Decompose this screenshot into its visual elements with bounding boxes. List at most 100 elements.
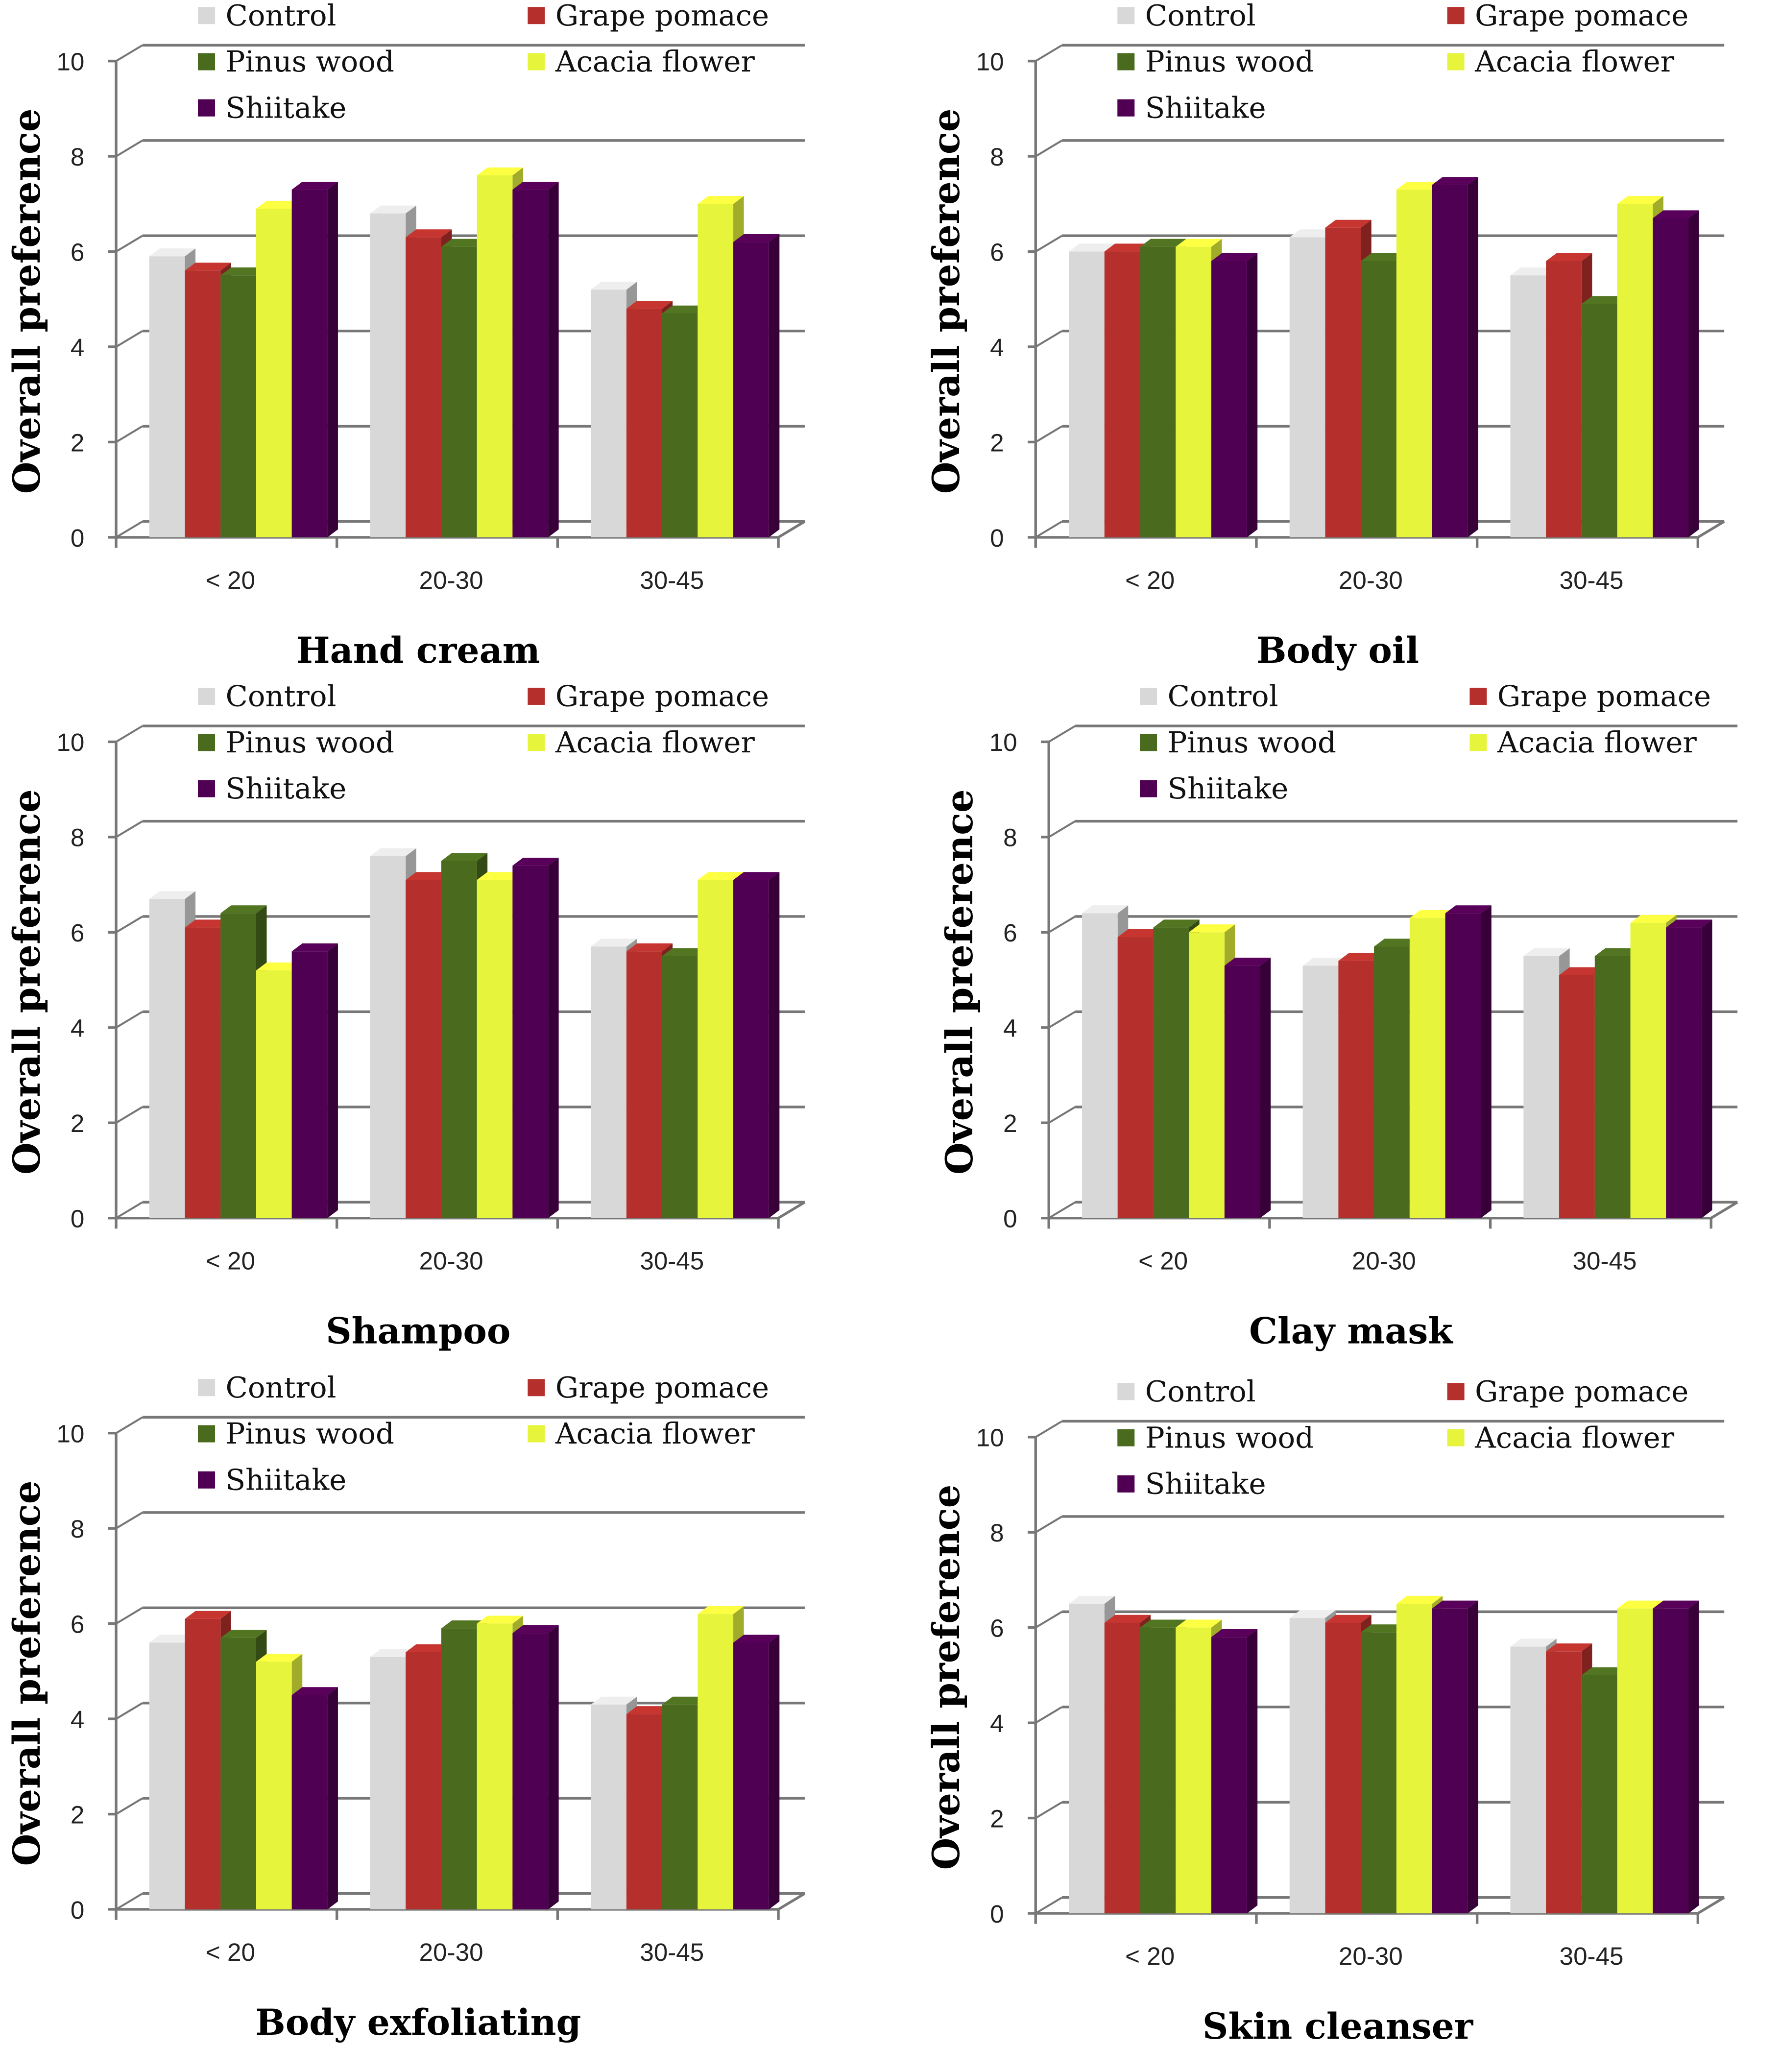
bar-grape-pomace [185,270,221,537]
bar-acacia-flower [477,175,513,537]
bar-pinus-wood [1361,261,1396,537]
bar-grape-pomace [1325,1622,1361,1914]
legend-swatch [198,780,216,797]
bar-top [698,872,744,880]
bar-top [1211,253,1258,261]
bar-side [327,943,338,1218]
bar-acacia-flower [1630,922,1666,1218]
y-tick-label: 8 [71,1515,84,1543]
floor-edge [777,520,806,539]
bar-control [591,1704,626,1909]
x-tick-label: 30-45 [1573,1247,1637,1275]
y-tick-label: 0 [1003,1205,1017,1233]
bar-top [256,200,303,209]
bar-acacia-flower [256,209,292,537]
gridline-side [1035,44,1063,62]
bar-side [327,1687,338,1909]
floor-edge [1697,520,1725,539]
bar-shiitake [1653,1608,1689,1914]
gridline-side [115,425,143,443]
bar-top [1445,905,1492,914]
legend-swatch [1447,53,1465,71]
bar-top [1325,219,1372,228]
y-tick-label: 4 [990,334,1004,361]
legend-swatch [198,7,216,24]
bar-top [185,263,231,271]
bar-pinus-wood [1140,1627,1176,1914]
legend-label: Grape pomace [1497,679,1711,713]
y-tick-label: 8 [990,1519,1004,1547]
legend-swatch [528,53,545,71]
bar-acacia-flower [256,1662,292,1909]
legend-swatch [1140,687,1157,705]
bar-top [1594,948,1641,956]
bar-top [291,1687,338,1695]
bar-shiitake [733,242,769,537]
bar-top [1224,958,1271,966]
y-tick-label: 4 [990,1710,1004,1737]
bar-grape-pomace [1546,1651,1582,1914]
bar-top [1546,1643,1592,1652]
bar-acacia-flower [477,1623,513,1909]
y-tick-label: 10 [976,48,1004,75]
bar-shiitake [1445,913,1481,1218]
gridline-side [115,1607,143,1625]
bar-grape-pomace [1338,961,1374,1218]
legend-swatch [1140,734,1157,751]
legend-label: Grape pomace [555,1371,769,1404]
legend-swatch [528,1425,545,1443]
bar-pinus-wood [662,313,698,537]
legend-label: Pinus wood [226,1417,394,1450]
bar-top [1432,1600,1478,1609]
x-tick-label: < 20 [206,566,255,594]
bar-top [1361,253,1407,261]
bar-acacia-flower [1176,246,1211,537]
bar-top [477,872,523,880]
bar-pinus-wood [220,275,256,537]
y-tick-label: 2 [990,429,1004,457]
y-axis-label: Overall preference [938,789,981,1175]
bar-grape-pomace [1559,975,1595,1218]
x-tick-label: 30-45 [640,1247,704,1275]
bar-top [1153,919,1200,928]
bar-top [1666,919,1712,928]
chart-title: Body exfoliating [255,2002,581,2044]
bar-top [1432,177,1478,185]
bar-shiitake [1211,261,1247,537]
gridline-side [1048,1011,1076,1029]
gridline-side [1035,1516,1063,1533]
bar-top [370,205,416,214]
y-tick-label: 2 [71,1109,84,1137]
bar-side [1688,210,1699,537]
legend-swatch [1117,99,1135,117]
bar-grape-pomace [185,927,221,1218]
bar-top [1409,910,1456,918]
bar-acacia-flower [1617,204,1653,537]
gridline-side [1035,425,1063,443]
bar-shiitake [1432,185,1468,537]
bar-grape-pomace [626,1714,662,1909]
gridline-side [115,1512,143,1529]
x-tick-label: < 20 [1138,1247,1188,1275]
bar-top [1523,948,1570,956]
bar-side [1247,1629,1258,1914]
bar-top [1082,905,1129,914]
bar-top [1189,924,1235,933]
y-tick-label: 6 [71,238,84,266]
bar-pinus-wood [220,913,256,1218]
bar-top [1653,1600,1699,1609]
gridline-side [115,820,143,838]
bar-acacia-flower [698,204,734,537]
bar-top [1361,1624,1407,1633]
gridline-side [115,44,143,62]
legend-label: Pinus wood [226,45,394,78]
chart-panel-1: 0 2 4 6 8 10 < 20 20-30 30-45 Control Grape pomace… [924,0,1725,672]
gridline-side [1035,1706,1063,1724]
gridline-side [1035,235,1063,253]
bar-shiitake [512,190,549,537]
bar-acacia-flower [1396,1604,1432,1914]
x-tick-label: 20-30 [419,566,483,594]
bar-side [1701,919,1712,1218]
bar-side [548,858,559,1218]
